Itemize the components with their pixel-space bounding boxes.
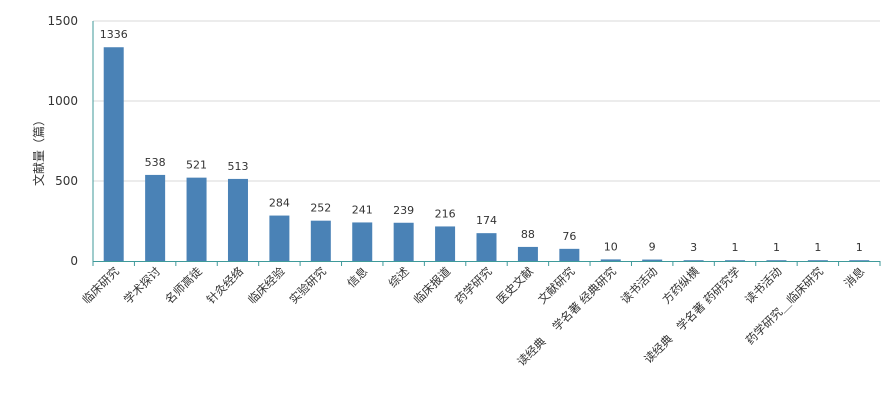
y-tick-label: 0 <box>70 254 78 268</box>
bar <box>145 174 166 261</box>
bar <box>600 259 621 261</box>
data-label: 252 <box>310 202 331 215</box>
bar <box>186 177 207 261</box>
category-label: 综述 <box>386 264 413 291</box>
category-label: 临床报道 <box>411 264 454 307</box>
data-label: 9 <box>649 241 656 254</box>
data-label: 88 <box>521 228 535 241</box>
y-axis-ticks: 0 500 1000 1500 <box>47 14 78 268</box>
category-label: 临床研究 <box>79 264 122 307</box>
data-label: 1 <box>814 241 821 254</box>
category-label: 名师高徒 <box>162 264 205 307</box>
bar <box>766 260 787 261</box>
y-axis-title: 文献量（篇） <box>31 114 46 186</box>
category-label: 文献研究 <box>535 264 578 307</box>
bar <box>725 260 746 261</box>
category-label: 针灸经络 <box>204 264 247 307</box>
data-label: 1 <box>732 241 739 254</box>
bar <box>559 248 580 261</box>
data-label: 284 <box>269 197 290 210</box>
y-tick-label: 500 <box>55 174 78 188</box>
data-label: 3 <box>690 241 697 254</box>
gridlines <box>93 20 880 182</box>
bar <box>517 246 538 261</box>
bar <box>269 215 290 261</box>
data-label: 241 <box>352 203 373 216</box>
bar <box>642 259 663 261</box>
category-label: 医史文献 <box>494 264 537 307</box>
y-tick-label: 1000 <box>47 94 78 108</box>
category-label: 信息 <box>344 264 370 290</box>
data-label: 216 <box>435 207 456 220</box>
bar <box>435 226 456 261</box>
bar <box>476 233 497 261</box>
data-label: 521 <box>186 159 207 172</box>
data-label: 1336 <box>100 28 128 41</box>
bar <box>352 222 373 261</box>
axes <box>92 21 881 266</box>
bar <box>393 222 414 261</box>
category-label: 读书活动 <box>618 264 660 306</box>
data-label: 174 <box>476 214 497 227</box>
bar <box>310 220 331 261</box>
data-label: 1 <box>856 241 863 254</box>
data-label: 76 <box>562 230 576 243</box>
category-label: 药学研究 <box>452 264 495 307</box>
data-label: 10 <box>604 240 618 253</box>
category-label: 消息 <box>841 264 867 290</box>
category-label: 方药纵横 <box>659 264 702 307</box>
bar <box>849 260 870 261</box>
bar <box>683 260 704 261</box>
category-label: 实验研究 <box>287 264 330 307</box>
y-tick-label: 1500 <box>47 14 78 28</box>
category-label: 临床经验 <box>245 264 288 307</box>
category-label: 学术探讨 <box>121 264 164 307</box>
data-labels: 1336 538 521 513 284 252 241 239 216 174 88 76 10 9 3 1… <box>100 28 863 254</box>
data-label: 538 <box>145 156 166 169</box>
data-label: 239 <box>393 204 414 217</box>
bar <box>807 260 828 261</box>
bars <box>103 47 870 261</box>
data-label: 1 <box>773 241 780 254</box>
bar <box>103 47 124 261</box>
bar <box>227 178 248 261</box>
data-label: 513 <box>227 160 248 173</box>
category-label: 读书活动 <box>742 264 784 306</box>
category-label: 药学研究＿临床研究 <box>743 264 826 347</box>
